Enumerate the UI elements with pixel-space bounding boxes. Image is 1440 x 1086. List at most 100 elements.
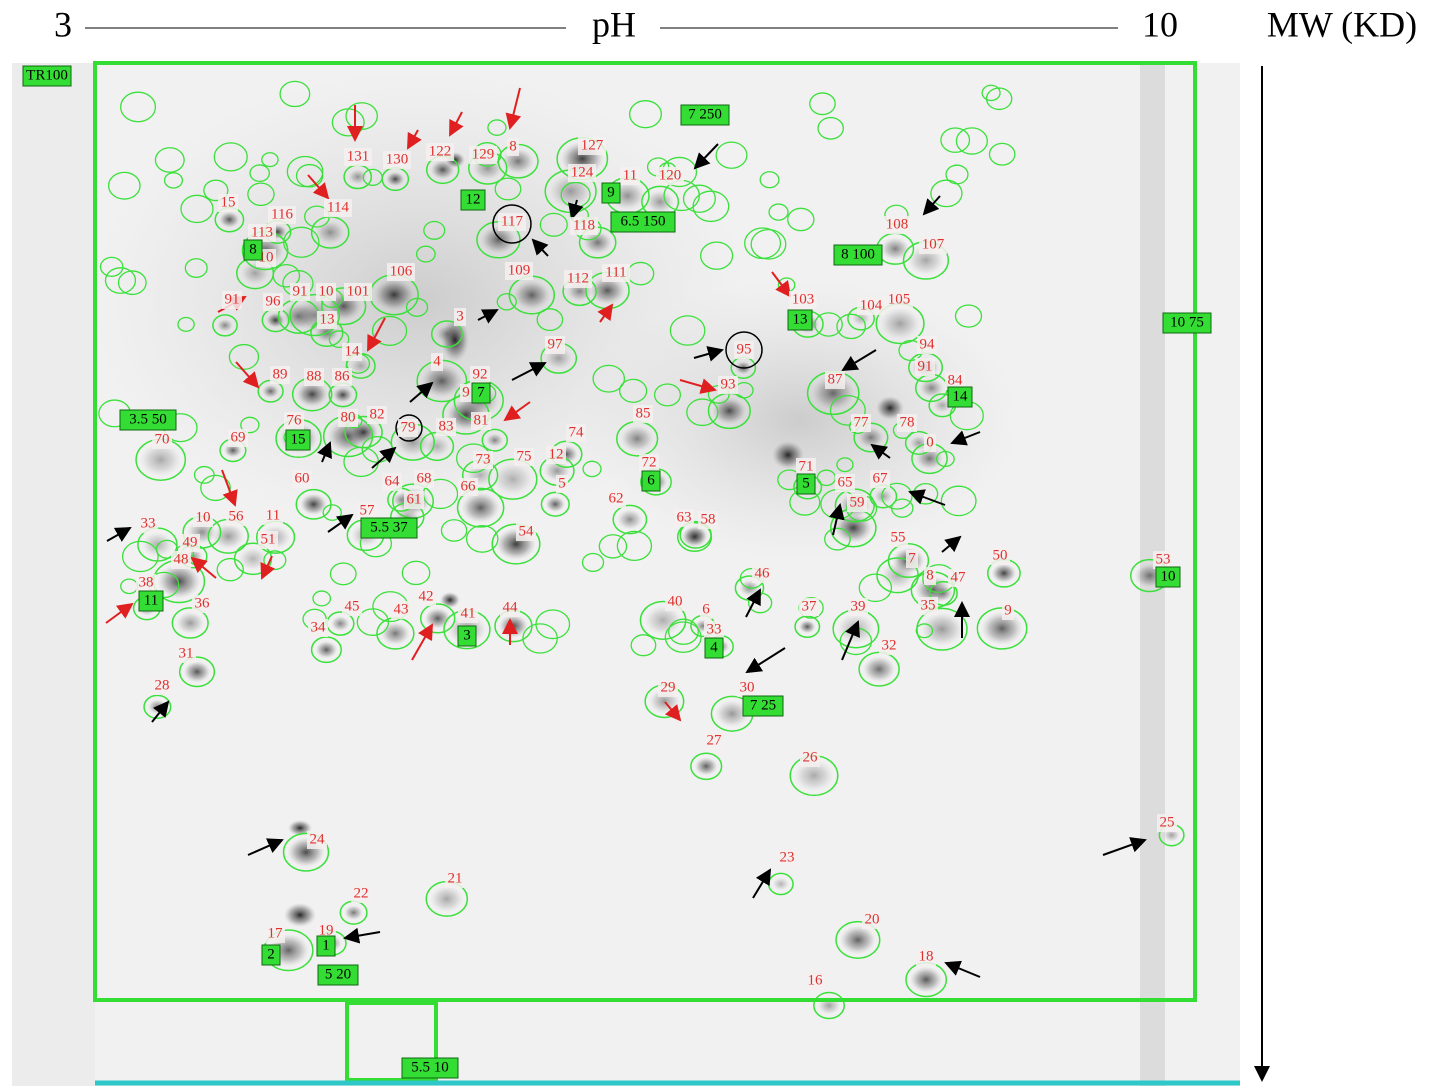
gel-spot <box>486 433 503 447</box>
gel-spot <box>386 172 404 187</box>
spot-label: 9 <box>462 384 470 400</box>
spot-label: 46 <box>755 565 771 581</box>
spot-label: 71 <box>799 458 814 474</box>
spot-label: 47 <box>951 569 967 585</box>
spot-label: 91 <box>225 291 240 307</box>
spot-label: 5 <box>558 475 566 491</box>
spot-label: 103 <box>792 291 815 307</box>
spot-label: 32 <box>882 637 897 653</box>
gel-spot <box>219 212 239 228</box>
spot-label: 3 <box>456 308 464 324</box>
spot-label: 13 <box>320 311 335 327</box>
spot-label: 35 <box>921 597 936 613</box>
spot-label: 0 <box>926 434 934 450</box>
spot-label: 49 <box>183 534 198 550</box>
gel-spot <box>284 903 316 927</box>
spot-label: 62 <box>609 490 624 506</box>
spot-label: 67 <box>873 470 889 486</box>
spot-label: 15 <box>221 194 236 210</box>
spot-label: 36 <box>195 595 211 611</box>
gel-spot <box>184 661 211 682</box>
gel-spot <box>695 757 718 775</box>
gel-spot <box>333 387 352 402</box>
gel-spot <box>545 496 565 512</box>
gel-spot <box>316 641 338 658</box>
spot-label: 18 <box>919 948 934 964</box>
spot-label: 31 <box>179 645 194 661</box>
spot-label: 80 <box>341 409 356 425</box>
spot-label: 30 <box>740 679 755 695</box>
marker-label: 15 <box>291 431 306 447</box>
marker-label: 11 <box>144 592 158 608</box>
spot-label: 114 <box>327 199 349 215</box>
spot-label: 95 <box>737 341 752 357</box>
gel-spot <box>331 616 350 631</box>
spot-label: 17 <box>268 925 284 941</box>
marker-label: 2 <box>267 946 275 962</box>
gel-spot <box>992 563 1016 582</box>
spot-label: 87 <box>828 371 844 387</box>
marker-label: TR100 <box>26 67 68 83</box>
spot-label: 7 <box>908 550 916 566</box>
marker-label: 4 <box>710 639 718 655</box>
spot-label: 104 <box>860 297 883 313</box>
spot-label: 96 <box>266 293 282 309</box>
spot-label: 33 <box>707 621 722 637</box>
spot-label: 10 <box>196 509 211 525</box>
spot-label: 48 <box>174 551 189 567</box>
spot-label: 60 <box>295 470 310 486</box>
gel-spot <box>493 463 533 495</box>
spot-label: 21 <box>448 870 463 886</box>
spot-label: 85 <box>636 405 651 421</box>
spot-label: 82 <box>370 406 385 422</box>
spot-label: 76 <box>287 412 303 428</box>
spot-label: 55 <box>891 529 906 545</box>
spot-label: 33 <box>141 515 156 531</box>
marker-label: 12 <box>466 191 481 207</box>
spot-label: 22 <box>354 885 369 901</box>
ph-title: pH <box>592 4 636 44</box>
spot-label: 59 <box>850 494 865 510</box>
spot-label: 44 <box>503 599 519 615</box>
marker-label: 14 <box>953 388 969 404</box>
spot-label: 38 <box>139 574 154 590</box>
spot-label: 8 <box>509 138 517 154</box>
gel-spot <box>773 877 789 890</box>
gel-strip <box>12 63 95 1086</box>
spot-label: 127 <box>581 137 604 153</box>
gel-spot <box>513 280 550 310</box>
marker-label: 5 <box>802 475 810 491</box>
spot-label: 11 <box>266 507 280 523</box>
spot-label: 56 <box>229 508 245 524</box>
spot-label: 88 <box>307 368 322 384</box>
spot-label: 78 <box>900 414 915 430</box>
spot-label: 86 <box>335 368 351 384</box>
gel-spot <box>799 620 815 633</box>
spot-label: 97 <box>548 336 564 352</box>
spot-label: 118 <box>573 217 595 233</box>
spot-label: 122 <box>429 143 452 159</box>
spot-label: 14 <box>345 343 361 359</box>
spot-label: 116 <box>271 206 293 222</box>
marker-label: 5.5 10 <box>411 1059 449 1075</box>
spot-label: 105 <box>888 291 911 307</box>
gel-spot <box>425 608 451 629</box>
spot-label: 9 <box>1004 602 1012 618</box>
spot-label: 130 <box>386 151 409 167</box>
spot-label: 129 <box>472 146 495 162</box>
spot-label: 91 <box>293 283 308 299</box>
spot-label: 74 <box>569 424 585 440</box>
marker-label: 10 <box>1161 568 1176 584</box>
marker-label: 7 <box>477 384 485 400</box>
marker-label: 1 <box>322 937 330 953</box>
spot-label: 34 <box>311 619 327 635</box>
spot-label: 68 <box>417 470 432 486</box>
spot-label: 61 <box>407 491 422 507</box>
ph-high: 10 <box>1142 4 1178 44</box>
spot-label: 42 <box>419 588 434 604</box>
spot-label: 41 <box>461 605 476 621</box>
gel-spot <box>316 221 345 244</box>
spot-label: 37 <box>802 598 818 614</box>
spot-label: 28 <box>155 677 170 693</box>
spot-label: 108 <box>886 216 909 232</box>
